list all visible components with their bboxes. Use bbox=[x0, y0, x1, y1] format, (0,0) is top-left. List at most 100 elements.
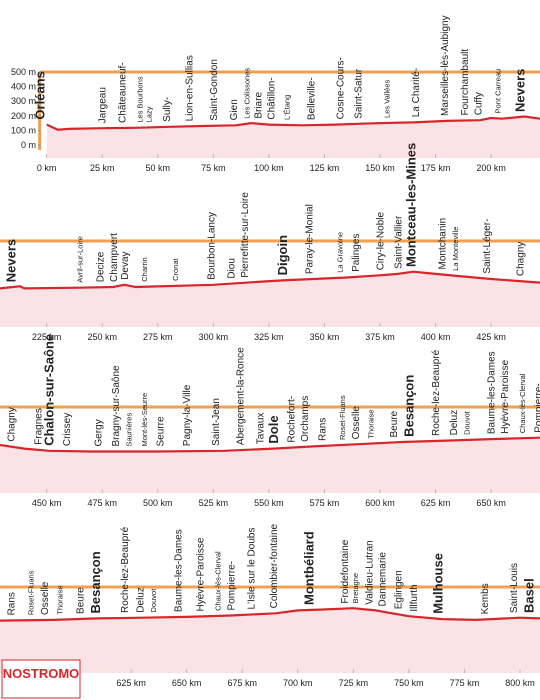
place-name: Bragny-sur-Saône bbox=[111, 365, 122, 447]
x-tick-label: 175 km bbox=[421, 163, 451, 173]
x-tick-label: 25 km bbox=[90, 163, 115, 173]
x-tick-label: 125 km bbox=[310, 163, 340, 173]
place-name: Châteauneuf- bbox=[118, 62, 129, 123]
elevation-line bbox=[0, 607, 540, 622]
place-name: Bourbon-Lancy bbox=[207, 212, 218, 280]
place-name: Orchamps bbox=[300, 396, 311, 442]
place-name: Tavaux bbox=[256, 413, 267, 445]
place-name: Pierrefitte-sur-Loire bbox=[240, 192, 251, 278]
place-name: Froidefontaine bbox=[340, 539, 351, 603]
place-name: Digoin bbox=[275, 235, 290, 275]
x-tick-label: 100 km bbox=[254, 163, 284, 173]
place-name: Saint-Satur bbox=[353, 68, 364, 119]
place-name: Montceau-les-Mines bbox=[404, 143, 419, 267]
y-tick-label: 400 m bbox=[11, 82, 36, 92]
x-tick-label: 575 km bbox=[310, 498, 340, 508]
panel: 0 m 100 m 200 m 300 m 400 m 500 m 0 km 25 km 50 … bbox=[11, 15, 540, 173]
place-name: Paray-le-Monial bbox=[304, 204, 315, 274]
elevation-fill bbox=[0, 608, 540, 673]
elevation-line bbox=[0, 270, 540, 290]
place-name: Saint-Louis bbox=[509, 563, 520, 613]
panel: 450 km 475 km 500 km 525 km 550 km 575 km 600 … bbox=[0, 334, 540, 508]
elevation-line bbox=[46, 115, 540, 131]
place-name: Seurre bbox=[156, 416, 167, 446]
place-name: Deluz bbox=[136, 587, 147, 613]
x-tick-label: 700 km bbox=[283, 678, 313, 688]
place-name: Cosne-Cours- bbox=[336, 57, 347, 119]
place-name: Beure bbox=[76, 587, 87, 614]
place-name: Mont-lès-Seurre bbox=[140, 393, 149, 447]
x-tick-label: 375 km bbox=[365, 332, 395, 342]
x-tick-label: 650 km bbox=[476, 498, 506, 508]
x-tick-label: 750 km bbox=[394, 678, 424, 688]
place-name: Lion-en-Sullias bbox=[184, 55, 195, 121]
place-name: Hyèvre-Paroisse bbox=[196, 537, 207, 611]
panel: 625 km 650 km 675 km 700 km 725 km 750 km 775 … bbox=[0, 523, 540, 688]
place-name: Decize bbox=[96, 251, 107, 282]
place-name: Belleville- bbox=[307, 77, 318, 120]
x-tick-label: 650 km bbox=[172, 678, 202, 688]
place-name: Nevers bbox=[513, 69, 528, 112]
place-name: Pompierre- bbox=[533, 383, 540, 432]
panel: 225 km 250 km 275 km 300 km 325 km 350 km 375 … bbox=[0, 143, 540, 342]
x-tick-label: 625 km bbox=[421, 498, 451, 508]
place-name: Gergy bbox=[93, 419, 104, 446]
x-tick-label: 500 km bbox=[143, 498, 173, 508]
place-name: Pompierre- bbox=[227, 561, 238, 610]
y-tick-label: 100 m bbox=[11, 125, 36, 135]
place-name: Rochefort- bbox=[287, 396, 298, 443]
place-name: Beure bbox=[389, 410, 400, 437]
place-name: Les Colissones bbox=[242, 68, 251, 119]
place-name: Hyèvre-Paroisse bbox=[500, 359, 511, 433]
x-tick-label: 775 km bbox=[450, 678, 480, 688]
place-name: Orléans bbox=[33, 71, 48, 119]
place-name: Deluz bbox=[449, 410, 460, 436]
place-name: Kembs bbox=[480, 583, 491, 614]
x-tick-label: 800 km bbox=[505, 678, 535, 688]
place-name: Palinges bbox=[351, 234, 362, 272]
place-name: Saunières bbox=[125, 413, 134, 447]
x-tick-label: 675 km bbox=[227, 678, 257, 688]
place-name: Pagny-la-Ville bbox=[182, 384, 193, 446]
place-name: Jargeau bbox=[98, 87, 109, 123]
place-name: Fourchambault bbox=[460, 49, 471, 116]
x-tick-label: 325 km bbox=[254, 332, 284, 342]
x-tick-label: 725 km bbox=[339, 678, 369, 688]
place-name: Gien bbox=[229, 99, 240, 120]
place-name: Roche-lez-Beaupré bbox=[431, 349, 442, 436]
place-name: Avril-sur-Loire bbox=[76, 236, 85, 283]
place-name: Thoraise bbox=[56, 585, 65, 614]
place-name: Champvert bbox=[109, 233, 120, 282]
place-name: Montchanin bbox=[438, 218, 449, 270]
place-name: Chaux-lès-Clerval bbox=[213, 551, 222, 611]
place-name: Roche-lez-Beaupré bbox=[120, 526, 131, 613]
place-name: Saint-Jean bbox=[211, 398, 222, 446]
place-name: Illfurth bbox=[409, 584, 420, 611]
x-tick-label: 550 km bbox=[254, 498, 284, 508]
place-name: Valdieu-Lutran bbox=[364, 540, 375, 604]
place-name: L'Isle sur le Doubs bbox=[247, 528, 258, 610]
place-name: Marseilles-lès-Aubigny bbox=[440, 15, 451, 116]
place-name: Douvot bbox=[462, 410, 471, 435]
place-name: Roset-Fluans bbox=[27, 570, 36, 615]
place-name: Dannemarie bbox=[378, 552, 389, 607]
place-name: Briare bbox=[253, 92, 264, 119]
place-name: La Gravoine bbox=[336, 232, 345, 273]
place-name: Saint-Gondon bbox=[209, 59, 220, 121]
place-name: Les Bourbons bbox=[136, 76, 145, 123]
place-name: Eglingen bbox=[393, 570, 404, 609]
x-tick-label: 0 km bbox=[37, 163, 57, 173]
place-name: Abergement-la-Ronce bbox=[236, 347, 247, 445]
y-tick-label: 500 m bbox=[11, 67, 36, 77]
x-tick-label: 475 km bbox=[87, 498, 117, 508]
x-tick-label: 75 km bbox=[201, 163, 226, 173]
x-tick-label: 600 km bbox=[365, 498, 395, 508]
x-tick-label: 250 km bbox=[87, 332, 117, 342]
place-name: Diou bbox=[227, 258, 238, 279]
place-name: Montbéliard bbox=[301, 531, 316, 605]
x-tick-label: 350 km bbox=[310, 332, 340, 342]
y-tick-label: 200 m bbox=[11, 111, 36, 121]
elevation-fill bbox=[0, 271, 540, 327]
x-tick-label: 50 km bbox=[146, 163, 171, 173]
